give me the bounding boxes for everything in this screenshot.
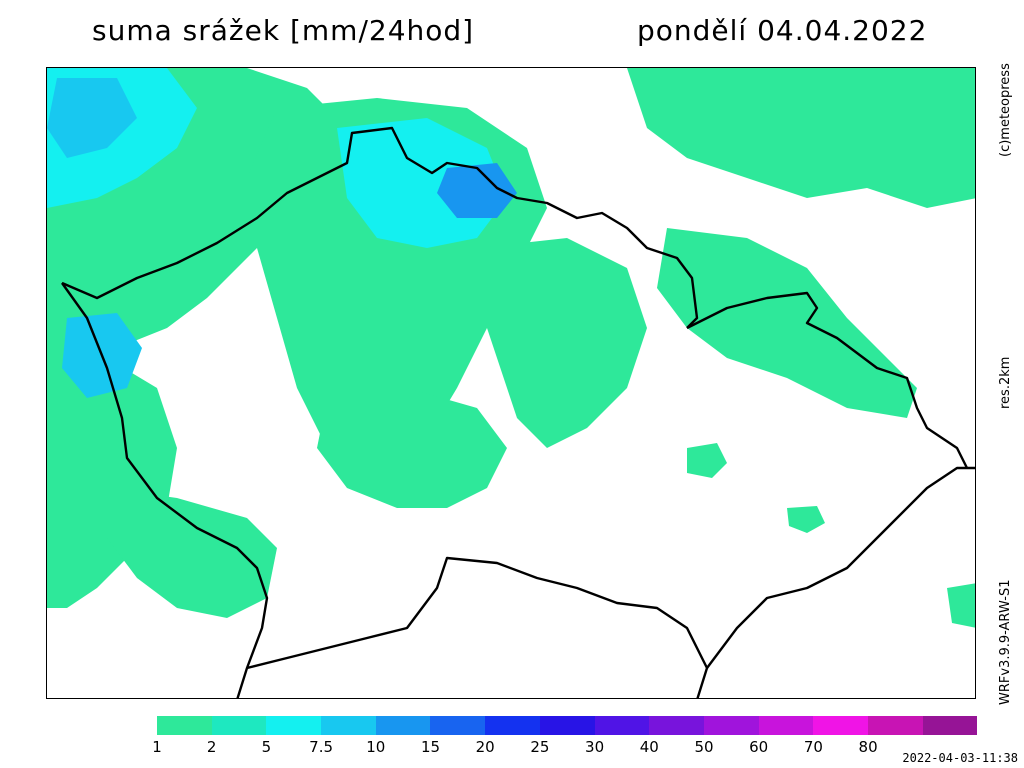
border-line-south	[246, 556, 709, 698]
forecast-date: pondělí 04.04.2022	[637, 14, 928, 47]
country-borders	[61, 126, 975, 698]
legend-swatch	[922, 716, 978, 735]
legend-swatch	[485, 716, 540, 735]
copyright-label: (c)meteopress	[998, 63, 1013, 157]
legend-swatch	[539, 716, 595, 735]
precip-patch-southwest	[107, 488, 277, 618]
precip-patch-northeast	[627, 68, 975, 208]
legend-label: 20	[475, 738, 495, 756]
precip-field	[47, 68, 975, 628]
precip-patch-small-southeast	[947, 583, 975, 628]
legend-label: 70	[803, 738, 823, 756]
precip-patch-central-deep	[437, 163, 517, 218]
legend-swatch	[321, 716, 376, 735]
border-line-slovakia	[686, 291, 969, 469]
legend-label: 50	[694, 738, 714, 756]
precip-patch-east	[657, 228, 917, 418]
legend-label: 80	[858, 738, 878, 756]
legend-swatch	[594, 716, 650, 735]
legend-label: 40	[639, 738, 659, 756]
border-line-germany-austria	[61, 282, 269, 698]
legend-label: 10	[366, 738, 386, 756]
map-canvas	[47, 68, 975, 698]
color-scale-bar	[157, 716, 978, 735]
legend-label: 1	[152, 738, 162, 756]
border-line-hungary	[706, 466, 975, 669]
precipitation-map	[46, 67, 976, 699]
legend-label: 2	[206, 738, 217, 756]
legend-swatch	[375, 716, 431, 735]
legend-swatch	[157, 716, 212, 735]
legend-label: 30	[585, 738, 605, 756]
resolution-label: res.2km	[998, 356, 1013, 409]
run-timestamp: 2022-04-03-11:38	[902, 751, 1018, 765]
border-line-czechia	[61, 126, 699, 329]
legend-swatch	[867, 716, 923, 735]
precip-patch-small-east	[687, 443, 727, 478]
model-label: WRFv3.9.9-ARW-S1	[998, 579, 1013, 705]
legend-swatch	[813, 716, 868, 735]
map-title: suma srážek [mm/24hod]	[92, 14, 475, 47]
legend-swatch	[266, 716, 322, 735]
legend-swatch	[758, 716, 814, 735]
legend-label: 60	[749, 738, 769, 756]
legend-label: 7.5	[309, 738, 334, 756]
legend-label: 15	[420, 738, 441, 756]
precip-patch-northwest-deep	[47, 78, 137, 158]
legend-swatch	[211, 716, 267, 735]
precip-patch-east-central	[477, 238, 647, 448]
legend-label: 25	[530, 738, 550, 756]
precip-patch-west	[47, 358, 177, 608]
legend-swatch	[703, 716, 759, 735]
legend-swatch	[430, 716, 486, 735]
precip-patch-south-central	[317, 388, 507, 508]
legend-swatch	[649, 716, 704, 735]
precip-patch-small-south	[787, 506, 825, 533]
legend-label: 5	[261, 738, 272, 756]
